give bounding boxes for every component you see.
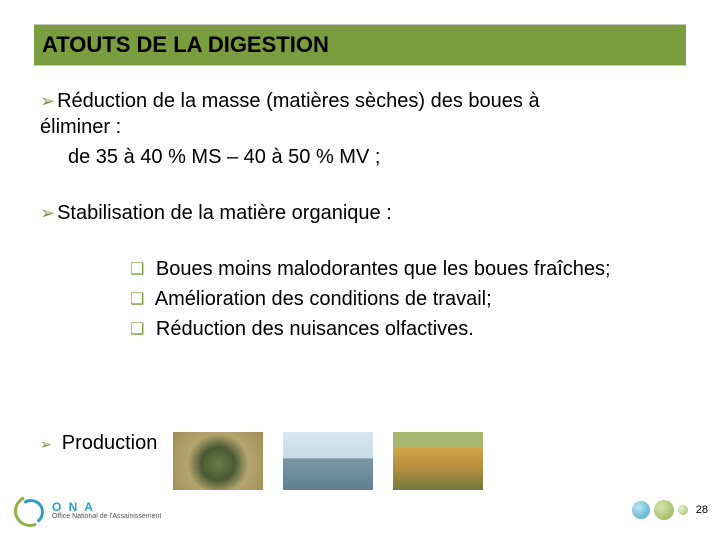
- page-number: 28: [696, 504, 708, 516]
- logo-swirl-icon: [12, 493, 46, 527]
- bullet-3-row: ➢ Production: [40, 432, 483, 490]
- thumbnail-image-2: [283, 432, 373, 490]
- bullet-2-text: Stabilisation de la matière organique :: [57, 202, 392, 224]
- footer-dots: 28: [632, 500, 708, 520]
- triangle-bullet-icon: ➢: [40, 90, 55, 113]
- bullet-1-line1: Réduction de la masse (matières sèches) …: [57, 90, 539, 112]
- square-bullet-icon: ❑: [130, 322, 144, 338]
- dot-small-green-icon: [678, 505, 688, 515]
- slide-title: ATOUTS DE LA DIGESTION: [42, 32, 329, 58]
- content-body: ➢Réduction de la masse (matières sèches)…: [40, 80, 680, 342]
- square-bullet-icon: ❑: [130, 292, 144, 308]
- bullet-2-sub-1: ❑ Boues moins malodorantes que les boues…: [130, 256, 670, 282]
- logo-text: O N A Office National de l'Assainissemen…: [52, 501, 161, 520]
- bullet-1-detail: de 35 à 40 % MS – 40 à 50 % MV ;: [68, 144, 680, 170]
- bullet-3-text: Production: [62, 432, 158, 455]
- logo-acronym: O N A: [52, 501, 161, 513]
- logo-subtitle: Office National de l'Assainissement: [52, 513, 161, 520]
- thumbnail-strip: [173, 432, 483, 490]
- bullet-1-line2: éliminer :: [40, 116, 121, 138]
- slide-footer: O N A Office National de l'Assainissemen…: [12, 492, 708, 528]
- bullet-2: ➢Stabilisation de la matière organique :: [40, 200, 680, 226]
- dot-blue-icon: [632, 501, 650, 519]
- bullet-2-sub-3-text: Réduction des nuisances olfactives.: [150, 318, 474, 340]
- triangle-bullet-icon: ➢: [40, 202, 55, 225]
- title-bar: ATOUTS DE LA DIGESTION: [34, 24, 686, 66]
- bullet-2-sub-2: ❑ Amélioration des conditions de travail…: [130, 286, 670, 312]
- bullet-1: ➢Réduction de la masse (matières sèches)…: [40, 88, 680, 140]
- square-bullet-icon: ❑: [130, 262, 144, 278]
- thumbnail-image-1: [173, 432, 263, 490]
- dot-green-icon: [654, 500, 674, 520]
- thumbnail-image-3: [393, 432, 483, 490]
- slide: ATOUTS DE LA DIGESTION ➢Réduction de la …: [0, 0, 720, 540]
- bullet-2-sub-3: ❑ Réduction des nuisances olfactives.: [130, 316, 670, 342]
- bullet-2-sub-2-text: Amélioration des conditions de travail;: [150, 288, 491, 310]
- ona-logo: O N A Office National de l'Assainissemen…: [12, 493, 161, 527]
- bullet-2-sub-1-text: Boues moins malodorantes que les boues f…: [150, 258, 610, 280]
- triangle-bullet-icon: ➢: [40, 436, 52, 453]
